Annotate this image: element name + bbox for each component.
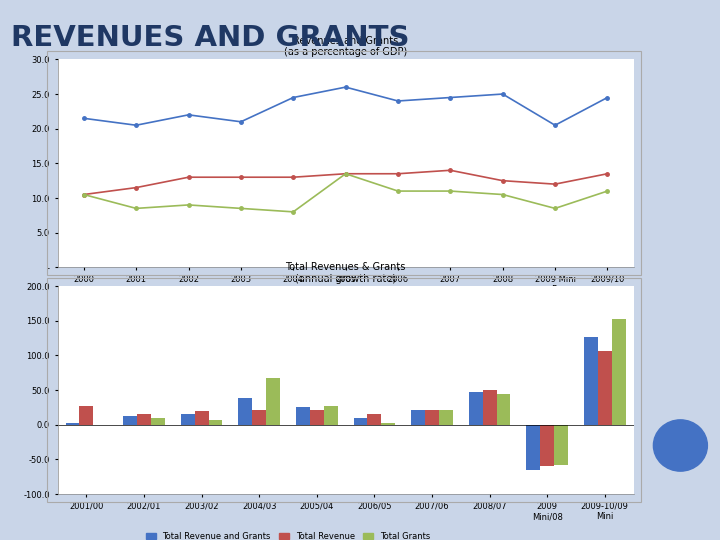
Bar: [252, 409, 266, 425]
Bar: [526, 425, 540, 470]
Bar: [123, 416, 137, 425]
Bar: [425, 409, 439, 425]
Bar: [194, 411, 209, 425]
Bar: [266, 377, 280, 425]
Bar: [439, 409, 453, 425]
Bar: [497, 394, 510, 425]
Bar: [469, 392, 482, 425]
Bar: [310, 409, 324, 425]
Bar: [382, 423, 395, 425]
Bar: [554, 425, 568, 465]
Legend: Total Revenue and Grants, Total Revenue, Total Grants: Total Revenue and Grants, Total Revenue,…: [143, 528, 433, 540]
Bar: [598, 350, 612, 425]
Bar: [66, 423, 79, 425]
Bar: [181, 414, 194, 425]
Bar: [238, 399, 252, 425]
Bar: [354, 418, 367, 425]
Bar: [79, 406, 94, 425]
Bar: [209, 420, 222, 425]
Title: Revenues and Grants
(as a percentage of GDP): Revenues and Grants (as a percentage of …: [284, 36, 408, 57]
Bar: [482, 390, 497, 425]
Bar: [612, 320, 626, 425]
Bar: [584, 338, 598, 425]
Bar: [296, 408, 310, 425]
Bar: [367, 414, 382, 425]
Bar: [324, 406, 338, 425]
Bar: [540, 425, 554, 467]
Bar: [411, 409, 425, 425]
Legend: Total Revenue and Grants, Total Revenue, Total Grants: Total Revenue and Grants, Total Revenue,…: [144, 310, 455, 326]
Text: REVENUES AND GRANTS: REVENUES AND GRANTS: [11, 24, 409, 52]
Bar: [137, 414, 151, 425]
Bar: [151, 418, 165, 425]
Title: Total Revenues & Grants
(annual growth rate): Total Revenues & Grants (annual growth r…: [285, 262, 406, 284]
